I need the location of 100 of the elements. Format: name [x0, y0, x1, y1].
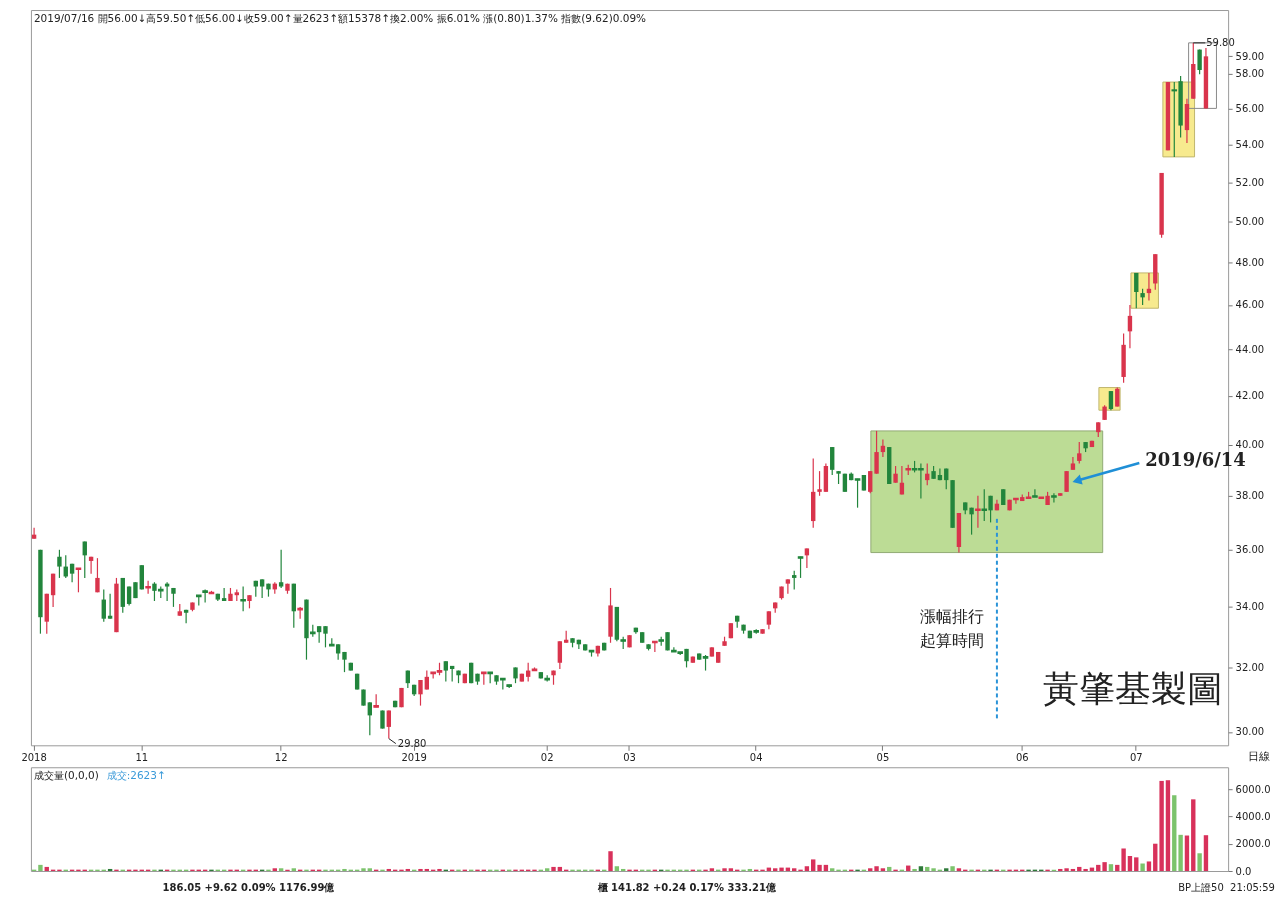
candlestick	[145, 580, 151, 595]
bar	[931, 868, 936, 872]
bar	[1178, 834, 1183, 872]
annotation: 59.80	[1206, 36, 1235, 48]
bar	[1064, 868, 1069, 872]
bar	[278, 868, 284, 872]
bar	[614, 866, 620, 872]
y-tick-label: 52.00	[1235, 176, 1265, 188]
bar	[950, 866, 955, 872]
y-tick-label: 44.00	[1235, 343, 1265, 355]
chart-subtitle: 成交:2623↑	[106, 769, 166, 782]
candlestick	[297, 606, 303, 620]
bar	[918, 866, 924, 872]
x-tick-label: 05	[876, 751, 890, 763]
candlestick	[1051, 492, 1057, 503]
y-tick-label: 2000.0	[1235, 838, 1271, 850]
candlestick	[1134, 272, 1139, 309]
bar	[1197, 853, 1202, 872]
candlestick	[323, 625, 328, 648]
candlestick	[874, 430, 879, 475]
candlestick	[975, 495, 981, 529]
candlestick	[107, 593, 113, 620]
candlestick	[63, 554, 68, 579]
bar	[874, 866, 879, 872]
candlestick	[316, 625, 322, 644]
candlestick	[418, 679, 423, 707]
x-tick-label: 02	[540, 751, 554, 763]
bar	[817, 864, 822, 872]
bar	[38, 864, 43, 872]
candlestick	[183, 609, 189, 624]
candlestick	[854, 478, 861, 509]
y-tick-label: 46.00	[1235, 299, 1265, 311]
bar	[361, 868, 366, 872]
x-axis-title: 日線	[1247, 749, 1270, 763]
bar	[1102, 862, 1107, 872]
annotation: 黃肇基製圖	[1043, 668, 1224, 710]
bar	[722, 868, 727, 872]
candlestick	[278, 549, 284, 589]
x-tick-label: 12	[274, 751, 288, 763]
bar	[1134, 857, 1139, 872]
candlestick	[386, 709, 392, 740]
y-tick-label: 34.00	[1235, 601, 1265, 613]
candlestick	[101, 588, 106, 623]
x-tick-label: 2018	[21, 751, 47, 763]
y-tick-label: 4000.0	[1235, 810, 1271, 822]
y-tick-label: 42.00	[1235, 390, 1265, 402]
bar	[868, 868, 873, 872]
bar	[551, 866, 556, 872]
candlestick	[259, 578, 265, 599]
bar	[944, 868, 949, 872]
bar	[830, 868, 835, 872]
candlestick	[785, 578, 791, 595]
candlestick	[367, 701, 373, 736]
bar	[1184, 835, 1190, 872]
candlestick	[1197, 48, 1202, 75]
bar	[811, 859, 816, 872]
x-tick-label: 07	[1129, 751, 1143, 763]
candlestick	[380, 709, 385, 730]
bar	[291, 868, 296, 872]
y-tick-label: 48.00	[1235, 256, 1265, 268]
bar	[1159, 780, 1164, 872]
bar	[728, 868, 734, 872]
x-tick-label: 11	[135, 751, 149, 763]
candlestick	[792, 570, 797, 591]
candlestick	[797, 556, 804, 579]
y-tick-label: 58.00	[1235, 67, 1265, 79]
text: 櫃 141.82 +0.24 0.17% 333.21億	[596, 881, 777, 893]
candlestick	[817, 470, 822, 497]
bar	[880, 868, 886, 872]
bar	[1083, 868, 1088, 872]
candlestick	[969, 507, 974, 536]
bar	[1140, 863, 1145, 872]
bar	[773, 868, 778, 872]
candlestick	[830, 446, 835, 476]
x-tick-label: 06	[1015, 751, 1029, 763]
candlestick	[424, 669, 430, 691]
chart-title: 成交量(0,0,0)	[33, 769, 99, 782]
candlestick	[75, 567, 82, 593]
candlestick	[1077, 441, 1082, 465]
bar	[779, 867, 784, 872]
bar	[1121, 848, 1126, 872]
annotation: 2019/6/14	[1145, 448, 1246, 470]
y-tick-label: 6000.0	[1235, 783, 1271, 795]
bar	[1172, 795, 1177, 872]
candlestick	[443, 660, 449, 683]
bar	[608, 851, 613, 872]
text: 186.05 +9.62 0.09% 1176.99億	[162, 881, 336, 893]
bar	[912, 868, 917, 872]
y-tick-label: 54.00	[1235, 139, 1265, 151]
text: 21:05:59	[1230, 881, 1275, 893]
candlestick	[557, 640, 563, 670]
y-tick-label: 50.00	[1235, 216, 1265, 228]
bar	[437, 868, 442, 872]
y-tick-label: 40.00	[1235, 439, 1265, 451]
bar	[1108, 864, 1114, 872]
y-tick-label: 30.00	[1235, 726, 1265, 738]
bar	[367, 868, 373, 872]
bar	[418, 868, 423, 872]
candlestick	[868, 470, 873, 494]
y-tick-label: 56.00	[1235, 102, 1265, 114]
